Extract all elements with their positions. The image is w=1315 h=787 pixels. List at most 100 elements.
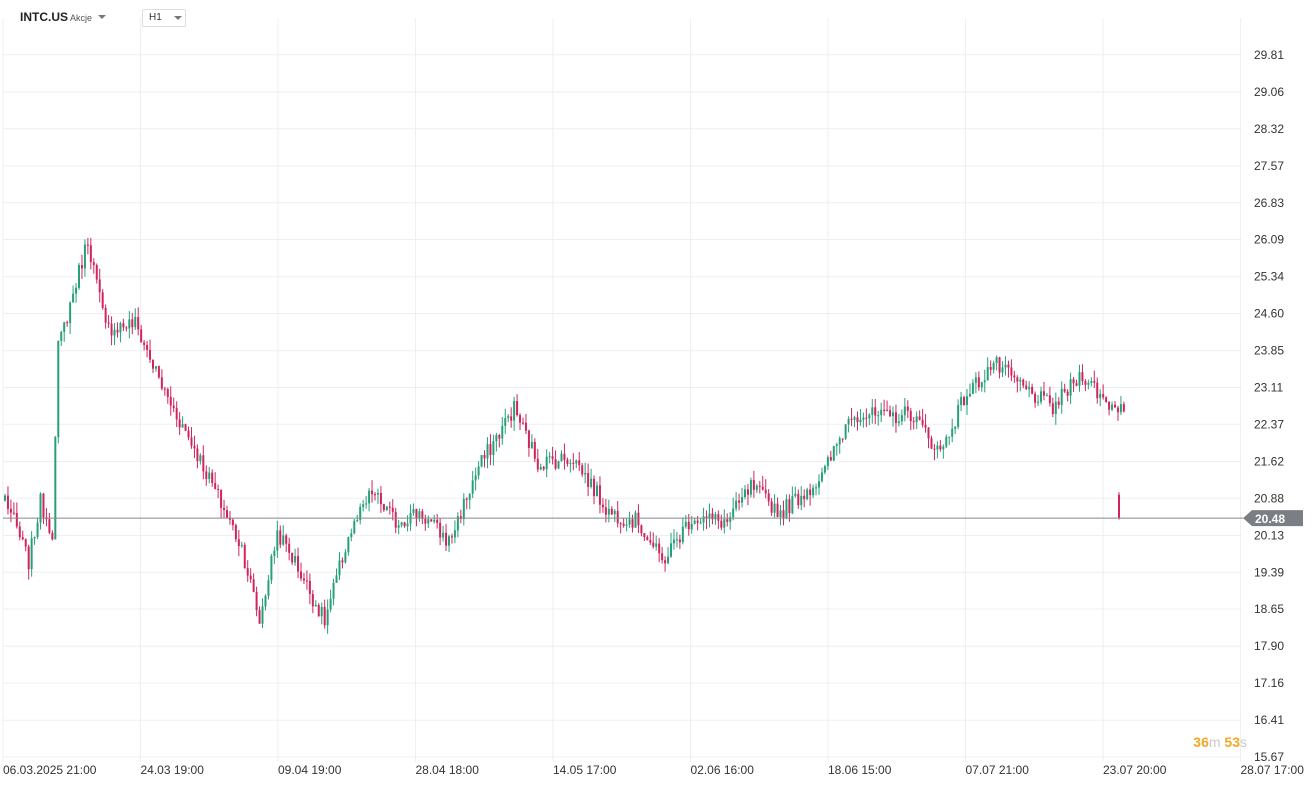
candle-body xyxy=(939,445,942,450)
candle-body xyxy=(818,481,820,488)
candle-body xyxy=(551,456,554,460)
candle-body xyxy=(450,536,453,538)
candle-body xyxy=(128,319,131,329)
candle-body xyxy=(365,503,368,505)
candle-body xyxy=(504,418,507,426)
candle-body xyxy=(169,396,172,406)
candle-body xyxy=(137,316,140,330)
candle-body xyxy=(1075,383,1078,386)
candle-body xyxy=(1105,397,1108,403)
candle-body xyxy=(69,302,72,324)
candle-body xyxy=(362,504,365,507)
candle-body xyxy=(507,416,510,419)
candle-body xyxy=(572,462,575,464)
candle-body xyxy=(960,397,963,406)
candle-body xyxy=(308,580,311,594)
y-tick-label: 25.34 xyxy=(1254,270,1284,284)
symbol-name[interactable]: INTC.US xyxy=(20,10,68,24)
candle-body xyxy=(453,530,456,538)
candle-body xyxy=(1028,386,1031,390)
candle-body xyxy=(912,421,915,423)
candle-body xyxy=(619,523,622,525)
candle-body xyxy=(812,487,815,496)
candle-body xyxy=(184,424,187,431)
candle-body xyxy=(829,457,832,461)
current-price-tag xyxy=(1243,510,1303,527)
timeframe-select[interactable]: H1 xyxy=(142,9,186,27)
candle-body xyxy=(868,414,871,419)
candle-body xyxy=(335,575,338,583)
x-tick-label: 06.03.2025 21:00 xyxy=(3,763,97,777)
candle-body xyxy=(649,540,652,543)
y-tick-label: 29.81 xyxy=(1254,48,1284,62)
candle-body xyxy=(359,506,362,521)
candle-body xyxy=(779,510,782,517)
candle-body xyxy=(690,523,693,530)
candle-body xyxy=(1063,388,1066,392)
candle-body xyxy=(243,544,246,569)
candle-body xyxy=(314,604,317,607)
candle-body xyxy=(329,598,332,610)
candle-body xyxy=(741,497,744,503)
candle-body xyxy=(305,580,308,582)
candle-body xyxy=(285,535,288,544)
candle-body xyxy=(850,418,853,420)
candle-body xyxy=(634,512,637,528)
candle-body xyxy=(33,537,36,539)
candle-body xyxy=(951,428,954,437)
candle-body xyxy=(720,520,723,528)
candle-body xyxy=(844,424,847,439)
candle-body xyxy=(208,472,211,480)
candle-body xyxy=(231,519,234,526)
y-tick-label: 19.39 xyxy=(1254,565,1284,579)
candle-body xyxy=(785,499,788,518)
y-tick-label: 26.83 xyxy=(1254,196,1284,210)
candle-body xyxy=(948,436,951,438)
candle-body xyxy=(418,511,421,518)
candle-body xyxy=(894,412,897,424)
countdown-seconds: 53 xyxy=(1224,734,1240,750)
candle-body xyxy=(134,316,137,328)
candle-body xyxy=(456,516,459,531)
candle-body xyxy=(527,430,530,448)
candle-body xyxy=(498,435,501,439)
candle-body xyxy=(376,492,379,495)
y-tick-label: 26.09 xyxy=(1254,233,1284,247)
candle-body xyxy=(631,519,634,528)
price-axis[interactable]: 29.81 29.06 28.32 27.57 26.83 26.09 25.34 24.60… xyxy=(1254,48,1284,764)
candle-body xyxy=(122,323,125,328)
candle-body xyxy=(1022,379,1025,386)
candle-body xyxy=(610,508,613,515)
candle-body xyxy=(371,490,374,495)
candle-body xyxy=(172,405,175,409)
candle-body xyxy=(601,504,604,508)
candle-body xyxy=(865,417,868,419)
candle-body xyxy=(992,363,995,370)
x-tick-label: 23.07 20:00 xyxy=(1103,763,1167,777)
chart-grid xyxy=(2,18,1242,762)
symbol-dropdown-icon[interactable] xyxy=(98,15,106,19)
candle-body xyxy=(554,459,557,469)
candle-body xyxy=(1025,385,1028,390)
candle-body xyxy=(146,344,149,350)
candle-body xyxy=(832,445,835,461)
time-axis[interactable]: 06.03.2025 21:00 24.03 19:00 09.04 19:00 28… xyxy=(3,763,1304,777)
candle-body xyxy=(693,520,696,524)
candle-body xyxy=(859,419,862,423)
current-candle-body xyxy=(1118,494,1120,519)
candle-body xyxy=(942,446,945,450)
candle-body xyxy=(974,377,977,383)
candle-body xyxy=(643,533,646,538)
candle-body xyxy=(199,455,202,462)
candle-body xyxy=(279,530,282,545)
candle-body xyxy=(675,539,678,541)
candle-body xyxy=(823,466,826,473)
candle-body xyxy=(36,522,39,538)
candle-body xyxy=(598,485,601,505)
candle-body xyxy=(1114,404,1116,408)
candle-body xyxy=(400,522,403,526)
candle-body xyxy=(1108,402,1111,410)
candle-body xyxy=(652,542,655,547)
candle-body xyxy=(717,514,720,521)
